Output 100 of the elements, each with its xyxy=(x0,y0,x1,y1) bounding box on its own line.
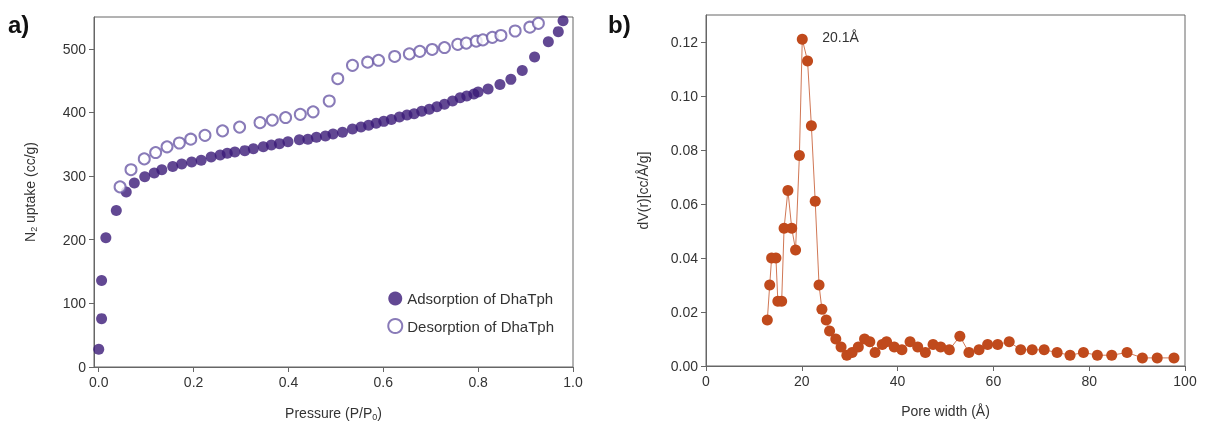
point xyxy=(1038,344,1050,356)
point xyxy=(402,47,416,61)
point xyxy=(1106,349,1118,361)
x-tick-label: 20 xyxy=(794,373,810,389)
point xyxy=(265,113,279,127)
point xyxy=(361,55,375,69)
text: b) xyxy=(608,10,631,38)
point xyxy=(327,128,339,140)
point xyxy=(864,336,876,348)
point xyxy=(198,128,212,142)
point xyxy=(1151,352,1163,364)
point xyxy=(764,279,776,291)
point xyxy=(96,274,108,286)
x-tick-label: 0 xyxy=(702,373,711,389)
x-tick-label: 0.8 xyxy=(468,374,489,390)
point xyxy=(279,111,293,125)
point xyxy=(881,336,893,348)
y-tick-label: 0.12 xyxy=(670,34,699,50)
legend-label: Adsorption of DhaTph xyxy=(407,290,554,307)
point xyxy=(992,338,1004,350)
x-tick-label: 0.0 xyxy=(89,374,109,390)
y-tick-label: 300 xyxy=(62,168,87,185)
point xyxy=(331,72,345,86)
x-tick-label: 60 xyxy=(985,373,1002,389)
point xyxy=(282,136,294,148)
point xyxy=(293,107,307,121)
point xyxy=(1168,352,1180,364)
y-axis-title: N2 uptake (cc/g) xyxy=(22,142,39,242)
point xyxy=(508,24,522,38)
point xyxy=(816,303,828,315)
point xyxy=(1015,344,1027,356)
point xyxy=(149,146,163,160)
x-tick-label: 100 xyxy=(1173,373,1197,389)
point xyxy=(124,163,138,177)
point xyxy=(516,64,528,76)
point xyxy=(830,333,842,345)
point xyxy=(796,33,808,45)
point xyxy=(782,185,794,196)
point xyxy=(482,83,494,95)
point xyxy=(472,86,484,98)
point xyxy=(139,171,151,183)
y-tick-label: 500 xyxy=(62,40,87,57)
point xyxy=(186,156,198,168)
point xyxy=(786,222,798,234)
point xyxy=(216,124,230,138)
point xyxy=(239,145,251,157)
point xyxy=(110,204,122,216)
point xyxy=(1136,352,1148,364)
y-tick-label: 0.08 xyxy=(670,142,699,158)
point xyxy=(954,330,966,342)
point xyxy=(973,344,985,356)
point xyxy=(1026,344,1038,356)
point xyxy=(505,73,517,85)
y-axis-title: dV(r)[cc/Å/g] xyxy=(635,151,651,230)
legend-label: Desorption of DhaTph xyxy=(407,317,554,335)
point xyxy=(247,143,259,155)
point xyxy=(167,161,179,173)
point xyxy=(802,55,814,67)
y-tick-label: 0.10 xyxy=(670,88,699,104)
y-tick-label: 0 xyxy=(78,359,87,375)
y-tick-label: 0.00 xyxy=(670,358,699,374)
point xyxy=(100,232,112,244)
point xyxy=(1051,347,1063,358)
point xyxy=(982,338,994,350)
y-tick-label: 100 xyxy=(62,295,87,312)
y-tick-label: 200 xyxy=(62,231,87,248)
point xyxy=(935,341,947,353)
point xyxy=(337,126,349,138)
point xyxy=(233,120,247,134)
point xyxy=(805,120,817,132)
point xyxy=(790,244,802,256)
point xyxy=(322,94,336,108)
point xyxy=(963,347,975,358)
point xyxy=(195,154,207,166)
annotation: 20.1Å xyxy=(822,29,860,46)
point xyxy=(172,136,186,150)
point xyxy=(542,36,554,48)
x-tick-label: 0.2 xyxy=(183,374,204,390)
point xyxy=(820,314,832,326)
x-tick-label: 0.4 xyxy=(278,374,299,390)
point xyxy=(184,132,198,146)
point xyxy=(345,58,359,72)
point xyxy=(1003,336,1015,348)
point xyxy=(137,152,151,166)
point xyxy=(176,158,188,170)
point xyxy=(160,140,174,154)
point xyxy=(1064,349,1076,361)
point xyxy=(869,347,881,358)
x-tick-label: 1.0 xyxy=(563,374,583,390)
y-tick-label: 0.06 xyxy=(670,196,699,212)
x-axis-title: Pore width (Å) xyxy=(901,403,990,419)
point xyxy=(425,42,439,56)
point xyxy=(459,36,473,50)
y-tick-label: 400 xyxy=(62,104,87,121)
text: a) xyxy=(8,10,30,38)
point xyxy=(128,177,140,189)
point xyxy=(529,51,541,63)
point xyxy=(552,26,564,38)
x-tick-label: 80 xyxy=(1081,373,1098,389)
y-tick-label: 0.02 xyxy=(670,304,699,320)
